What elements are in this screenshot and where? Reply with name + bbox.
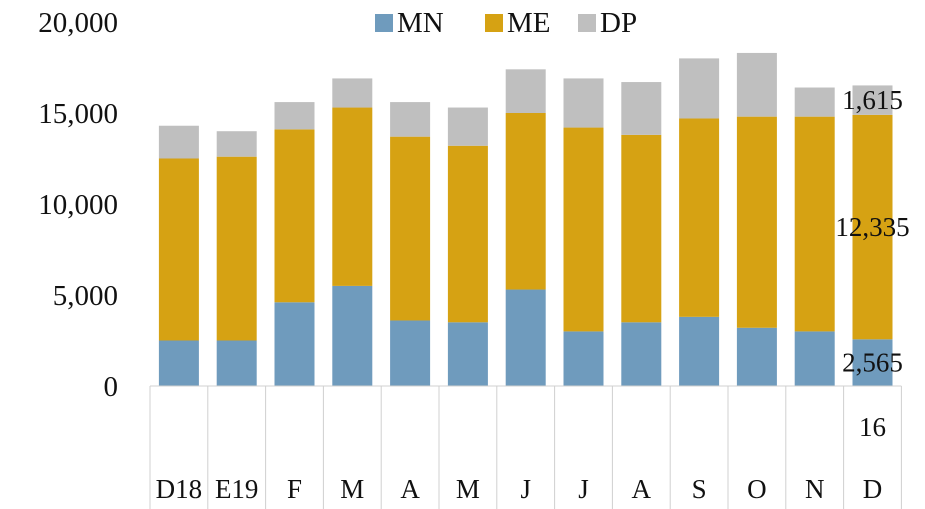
data-labels: 2,565 12,335 1,615 <box>835 85 909 378</box>
bar-segment-me <box>158 158 199 341</box>
legend-swatch-me <box>485 14 503 32</box>
y-tick-label: 20,000 <box>38 7 118 39</box>
x-category-label: A <box>400 474 420 504</box>
bar-segment-dp <box>852 85 893 115</box>
y-tick-label: 0 <box>104 371 119 403</box>
x-category-label: J <box>578 474 589 504</box>
bar-segment-mn <box>274 302 315 386</box>
bar-segment-mn <box>216 340 257 386</box>
data-label-mn: 2,565 <box>842 348 903 378</box>
bar-segment-mn <box>794 331 835 386</box>
bar-segment-dp <box>216 131 257 157</box>
y-axis: 0 5,000 10,000 15,000 20,000 <box>38 7 118 403</box>
bar-segment-me <box>332 107 373 286</box>
year-group-label: 16 <box>859 412 886 442</box>
bar-segment-dp <box>505 69 546 113</box>
bar-segment-me <box>852 114 893 340</box>
x-category-label: M <box>456 474 480 504</box>
x-category-label: N <box>805 474 825 504</box>
legend-label-me: ME <box>507 7 551 39</box>
bar-segment-mn <box>852 339 893 386</box>
x-category-label: A <box>632 474 652 504</box>
data-label-dp: 1,615 <box>842 85 903 115</box>
x-category-label: S <box>692 474 707 504</box>
bar-segment-dp <box>274 102 315 130</box>
x-category-label: D18 <box>156 474 203 504</box>
bar-segment-dp <box>794 87 835 117</box>
legend-label-mn: MN <box>397 7 444 39</box>
x-category-label: D <box>863 474 883 504</box>
x-category-label: M <box>340 474 364 504</box>
bar-segment-mn <box>390 320 431 386</box>
x-category-label: E19 <box>215 474 259 504</box>
bar-segment-mn <box>621 322 662 386</box>
bar-segment-me <box>390 136 431 321</box>
bar-segment-mn <box>505 289 546 386</box>
y-tick-label: 5,000 <box>53 280 118 312</box>
bar-segment-me <box>447 145 488 323</box>
bar-segment-mn <box>332 285 373 386</box>
bar-segment-mn <box>447 322 488 386</box>
bar-stacks <box>158 52 893 386</box>
bar-segment-mn <box>736 327 777 386</box>
bar-segment-mn <box>158 340 199 386</box>
bar-segment-me <box>505 113 546 290</box>
bar-segment-me <box>679 118 720 317</box>
bar-segment-mn <box>563 331 604 386</box>
bar-segment-me <box>216 156 257 341</box>
legend: MN ME DP <box>375 7 637 39</box>
bar-segment-dp <box>390 102 431 137</box>
x-axis-category-grid: D18 E19 F M A M J J A S O N D 16 <box>149 385 902 509</box>
bar-segment-dp <box>679 58 720 119</box>
bar-segment-me <box>736 116 777 328</box>
bar-segment-me <box>794 116 835 332</box>
bar-segment-me <box>274 129 315 303</box>
legend-swatch-mn <box>375 14 393 32</box>
bar-segment-dp <box>621 82 662 135</box>
bar-segment-me <box>621 134 662 323</box>
bar-segment-dp <box>736 52 777 117</box>
legend-swatch-dp <box>578 14 596 32</box>
bar-segment-dp <box>158 125 199 159</box>
x-category-label: O <box>747 474 767 504</box>
y-tick-label: 10,000 <box>38 189 118 221</box>
y-tick-label: 15,000 <box>38 98 118 130</box>
bar-segment-dp <box>447 107 488 146</box>
x-category-label: F <box>287 474 302 504</box>
x-category-label: J <box>520 474 531 504</box>
legend-label-dp: DP <box>600 7 637 39</box>
bar-segment-me <box>563 127 604 332</box>
bar-segment-mn <box>679 316 720 386</box>
data-label-me: 12,335 <box>835 212 909 242</box>
bar-segment-dp <box>332 78 373 108</box>
bar-segment-dp <box>563 78 604 128</box>
